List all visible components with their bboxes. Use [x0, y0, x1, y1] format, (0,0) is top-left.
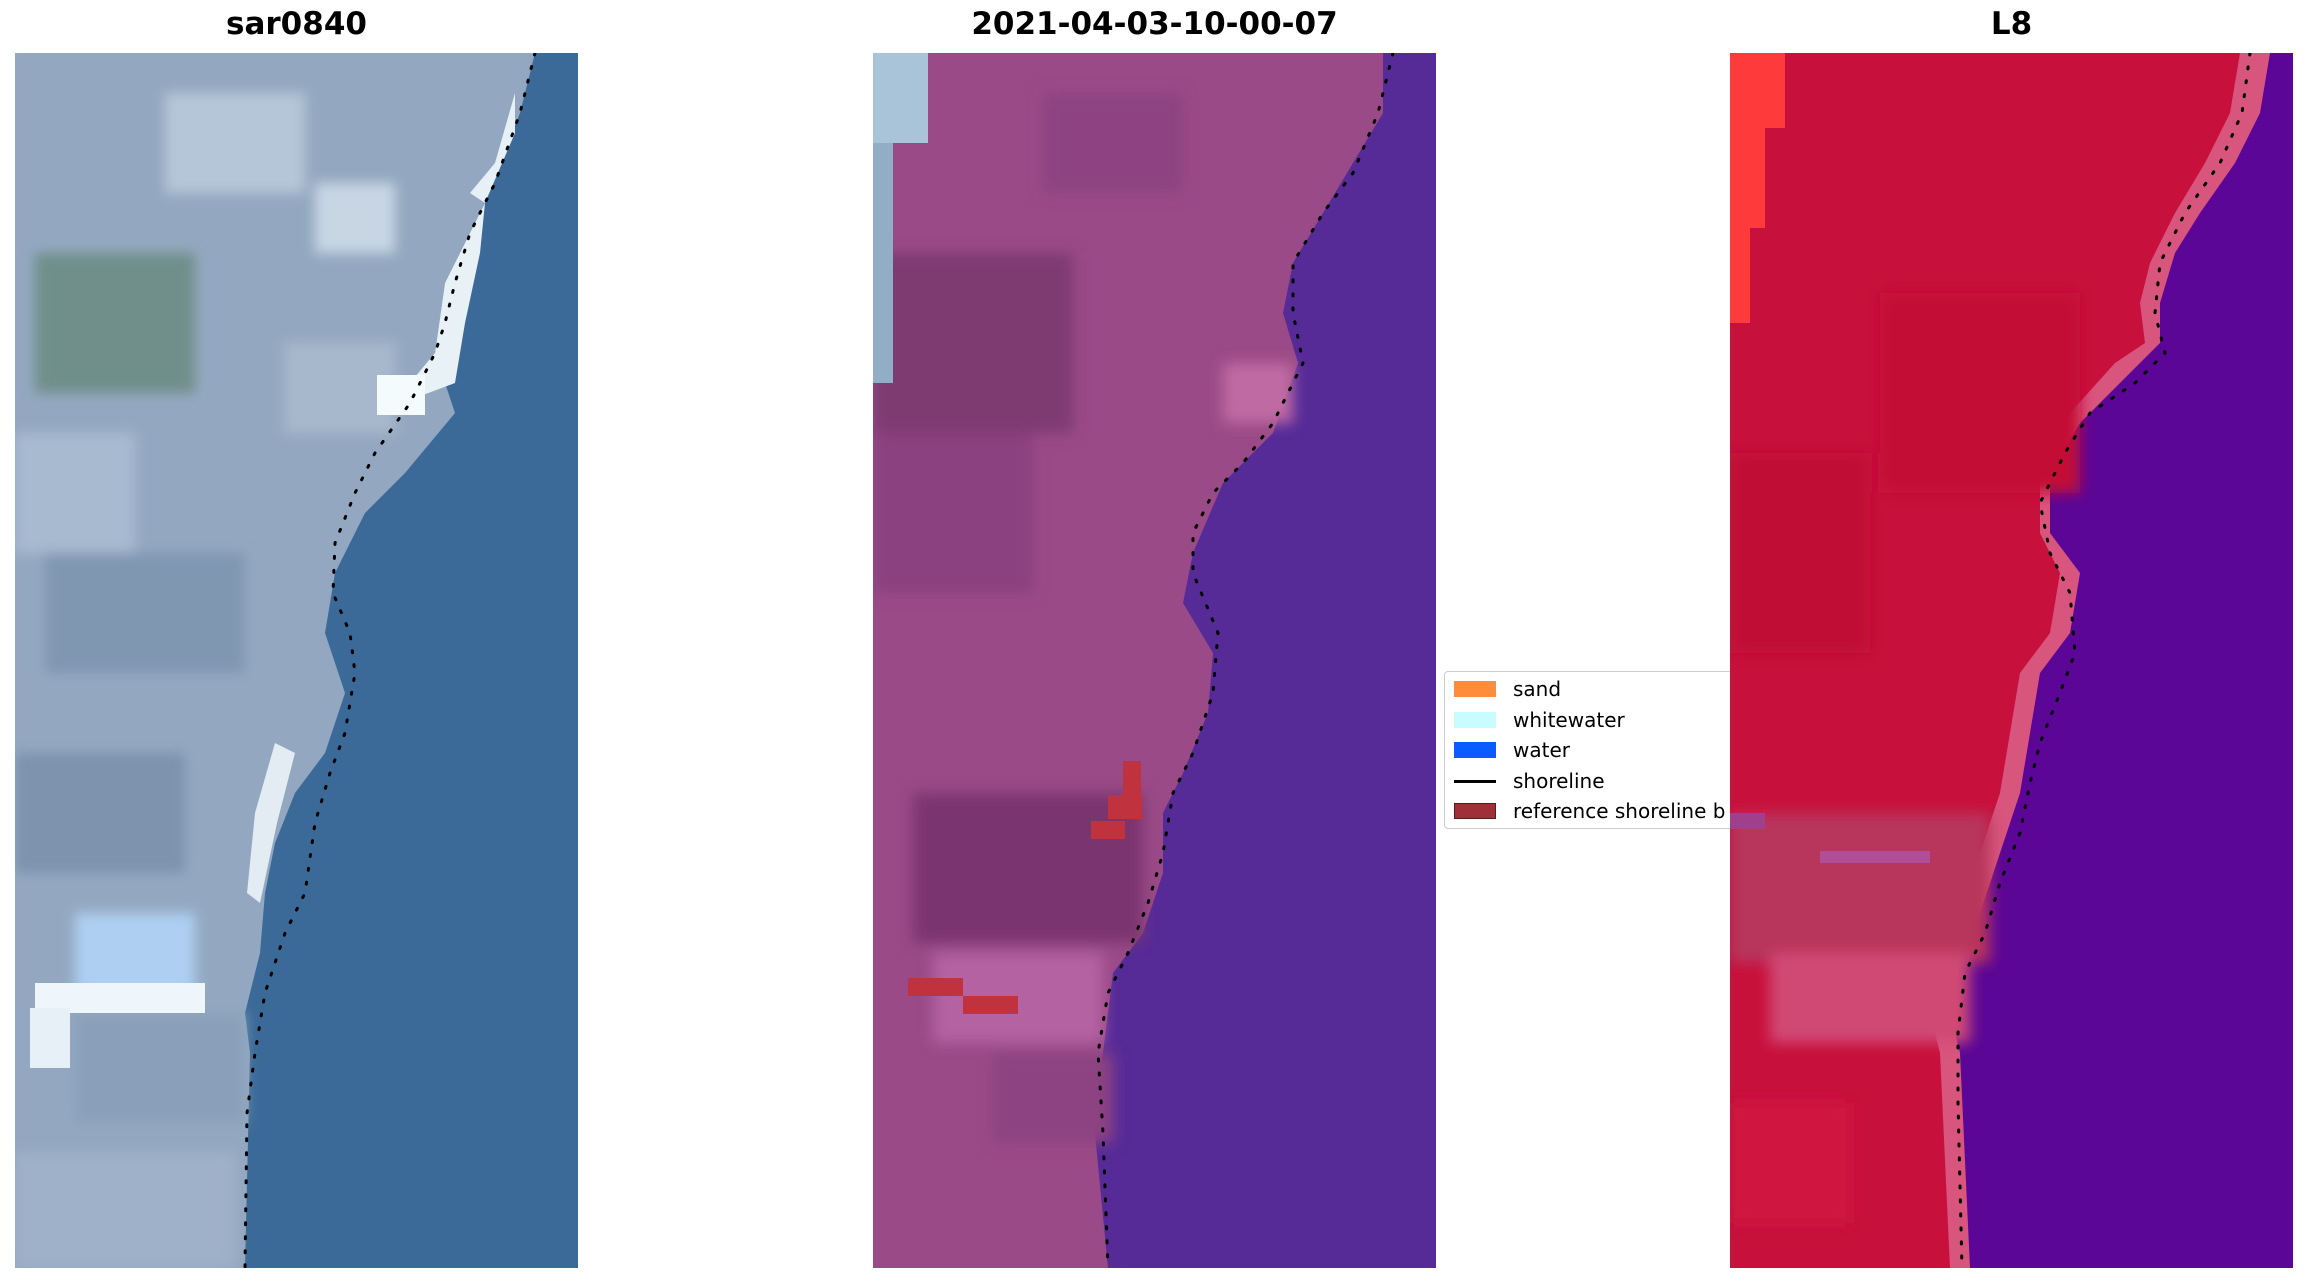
legend-line-shoreline: [1454, 780, 1496, 783]
legend-label: reference shoreline b: [1513, 799, 1726, 823]
l8-image-panel: [1730, 53, 2293, 1268]
l8-shoreline: [1956, 53, 2252, 1268]
panel-title-sar0840: sar0840: [226, 6, 367, 42]
legend-item-shoreline: shoreline: [1445, 768, 1733, 794]
legend-swatch-water: [1454, 742, 1496, 758]
fc-bright-patch: [873, 53, 928, 143]
legend-label: shoreline: [1513, 769, 1605, 793]
rgb-image: [15, 53, 578, 1268]
rgb-surf-bands: [30, 93, 515, 1068]
fc-shoreline: [1096, 53, 1395, 1268]
panel-title-date: 2021-04-03-10-00-07: [971, 6, 1338, 42]
panel-title-l8: L8: [1990, 6, 2033, 42]
rgb-shoreline: [243, 53, 537, 1268]
legend-item-sand: sand: [1445, 676, 1733, 702]
fc-reference-band: [908, 761, 1142, 1014]
rgb-image-panel: [15, 53, 578, 1268]
false-color-image-panel: [873, 53, 1436, 1268]
legend-label: water: [1513, 738, 1570, 762]
legend-item-water: water: [1445, 737, 1733, 763]
legend-label: sand: [1513, 677, 1562, 701]
l8-land-texture: [1730, 293, 2080, 1223]
l8-image: [1730, 53, 2293, 1268]
legend: sand whitewater water shoreline referenc…: [1444, 671, 1734, 829]
legend-item-whitewater: whitewater: [1445, 707, 1733, 733]
rgb-land-texture: [15, 93, 395, 1268]
legend-swatch-whitewater: [1454, 712, 1496, 728]
legend-swatch-sand: [1454, 681, 1496, 697]
legend-label: whitewater: [1513, 708, 1625, 732]
legend-swatch-reference-shoreline: [1454, 803, 1496, 819]
l8-bright-pixels: [1730, 53, 1785, 323]
false-color-image: [873, 53, 1436, 1268]
legend-item-reference-shoreline: reference shoreline b: [1445, 798, 1733, 824]
